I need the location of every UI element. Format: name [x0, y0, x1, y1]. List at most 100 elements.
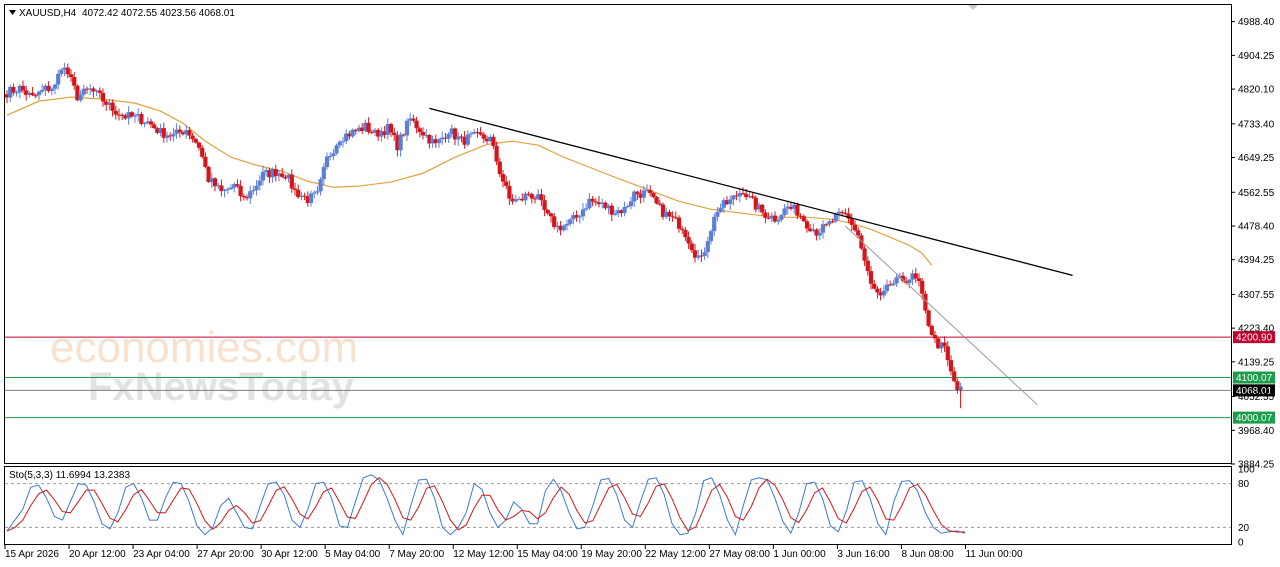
candle-body: [955, 381, 960, 391]
candle-body: [104, 101, 109, 105]
candle-body: [750, 196, 755, 198]
candle-body: [203, 156, 208, 167]
candle-body: [718, 207, 723, 212]
time-tick-label: 7 May 20:00: [389, 549, 444, 560]
candle-body: [792, 204, 797, 209]
candle-body: [46, 85, 51, 92]
candle-body: [148, 121, 154, 125]
candle: [219, 179, 224, 197]
candle-body: [248, 191, 253, 199]
candle: [164, 131, 170, 143]
candle-body: [542, 200, 547, 210]
candle-body: [14, 92, 19, 94]
candle-body: [385, 124, 390, 135]
candle-body: [932, 334, 938, 339]
candle: [814, 228, 819, 241]
price-tick-label: 4820.10: [1238, 85, 1275, 96]
price-axis[interactable]: 4988.40 4904.25 4820.10 4733.40 4649.25 4562.…: [1231, 17, 1275, 471]
candle-body: [868, 271, 874, 284]
candle: [542, 195, 547, 217]
candle-body: [40, 89, 45, 92]
candle-body: [81, 88, 86, 95]
candle-body: [680, 228, 685, 230]
candle-body: [670, 216, 675, 218]
candle: [65, 63, 70, 79]
candle-body: [539, 194, 544, 201]
candle-body: [923, 293, 928, 311]
candle-body: [78, 94, 83, 101]
candle: [763, 209, 768, 224]
candle: [686, 231, 691, 250]
descending-trendline[interactable]: [429, 107, 1073, 277]
candle: [788, 202, 794, 211]
candle-body: [424, 134, 429, 136]
candle: [705, 236, 710, 258]
trendlines: [429, 107, 1073, 406]
candle-body: [273, 169, 278, 177]
candle-body: [920, 280, 925, 294]
candle: [222, 188, 227, 198]
candle: [366, 117, 371, 135]
candle: [756, 202, 762, 213]
candle-body: [280, 173, 285, 177]
candle-body: [488, 136, 493, 142]
current-price-badge: [1233, 384, 1275, 397]
chart-shift-marker-icon[interactable]: [968, 5, 978, 10]
candle-body: [440, 137, 445, 140]
candle: [872, 279, 877, 290]
time-axis[interactable]: 15 Apr 2026 20 Apr 12:00 23 Apr 04:00 27 Ap…: [4, 545, 1023, 560]
watermark-economies: economies.com: [50, 323, 358, 372]
candle: [148, 118, 154, 128]
candle: [286, 173, 291, 183]
watermark: economies.com FxNewsToday: [50, 323, 358, 409]
candle-body: [952, 371, 957, 382]
candle: [750, 192, 755, 199]
candle: [424, 128, 429, 138]
candle-body: [900, 275, 906, 281]
candle-body: [500, 174, 506, 182]
candle: [321, 163, 326, 186]
price-tick-label: 4394.25: [1238, 255, 1275, 266]
candle: [62, 62, 67, 76]
candle-body: [356, 127, 362, 132]
candle-body: [270, 169, 275, 178]
candle-body: [254, 185, 259, 191]
candle: [139, 111, 144, 126]
candle: [369, 129, 374, 135]
candle: [116, 108, 122, 121]
candle-body: [401, 134, 406, 136]
candle-body: [168, 135, 173, 137]
candle: [216, 182, 221, 190]
current-price-label: 4068.01: [1236, 386, 1273, 397]
candle-body: [20, 85, 26, 91]
candle-body: [846, 213, 851, 219]
candle: [462, 131, 467, 149]
candle: [212, 177, 218, 192]
candle: [824, 223, 829, 227]
candle-body: [353, 129, 358, 132]
symbol-menu-icon[interactable]: [9, 10, 16, 15]
candle-body: [52, 84, 58, 89]
candle-body: [152, 124, 157, 129]
candle-body: [8, 86, 13, 98]
candle-body: [865, 260, 870, 272]
candle: [152, 122, 157, 130]
time-tick-label: 19 May 20:00: [581, 549, 642, 560]
candle: [507, 180, 512, 205]
candle-body: [894, 277, 899, 284]
candle-body: [910, 273, 915, 280]
candle-body: [72, 76, 77, 86]
candle-body: [785, 206, 790, 209]
price-tick-label: 4562.55: [1238, 188, 1275, 199]
candle-body: [715, 211, 720, 217]
candle: [766, 212, 771, 220]
candle-body: [347, 133, 352, 137]
candle-body: [552, 216, 557, 228]
candle: [683, 226, 688, 242]
candle-body: [379, 131, 384, 137]
steep-trendline[interactable]: [845, 225, 1038, 406]
candle-body: [360, 127, 365, 131]
candle-body: [484, 138, 490, 142]
candle-body: [731, 195, 736, 200]
candle-body: [625, 206, 630, 208]
